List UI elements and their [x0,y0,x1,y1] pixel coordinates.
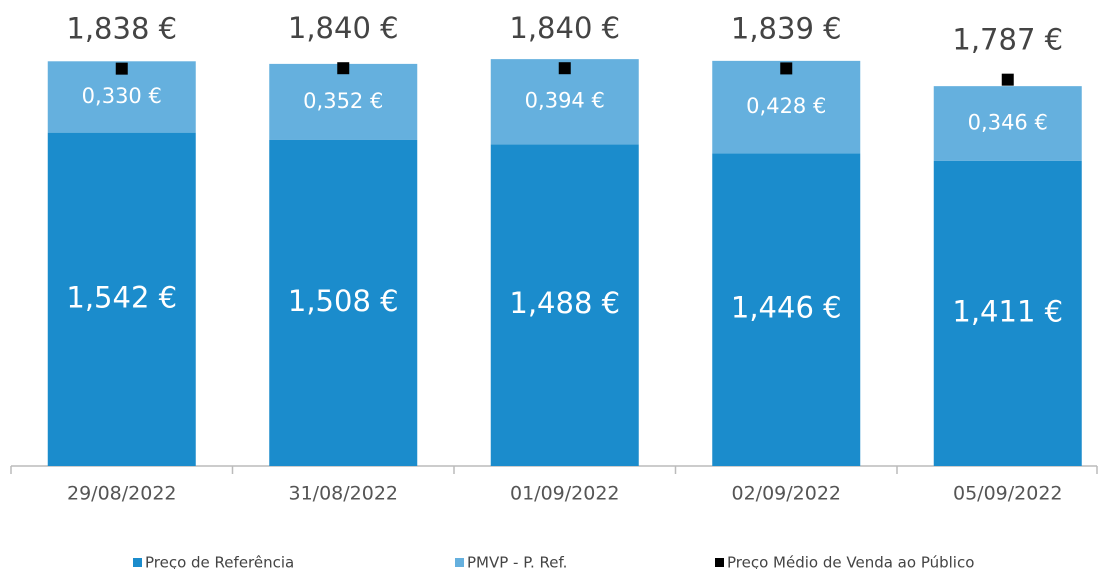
total-label: 1,787 € [952,23,1063,57]
bar-segment [269,139,418,467]
total-label: 1,838 € [66,12,177,46]
segment-label: 0,330 € [82,84,162,108]
x-tick-label: 29/08/2022 [67,483,177,505]
bar-segment [490,144,639,466]
segment-label: 0,352 € [303,89,383,113]
bar-segment [712,60,861,154]
total-label: 1,840 € [509,11,620,45]
marker [1001,73,1014,86]
legend-swatch [715,558,724,567]
bar-segment [933,86,1082,161]
segment-label: 0,346 € [968,111,1048,135]
segment-label: 0,428 € [746,94,826,118]
legend-label: Preço de Referência [145,554,294,569]
legend-label: Preço Médio de Venda ao Público [727,554,974,569]
marker [780,62,793,75]
x-tick-label: 02/09/2022 [731,483,841,505]
legend-swatch [455,558,464,567]
segment-label: 1,508 € [288,284,399,318]
x-tick-label: 01/09/2022 [510,483,620,505]
legend-swatch [133,558,142,567]
segment-label: 1,411 € [952,294,1063,328]
marker [115,62,128,75]
total-label: 1,839 € [731,11,842,45]
bar-segment [712,153,861,467]
x-tick-label: 05/09/2022 [953,483,1063,505]
bar-segment [47,132,196,467]
bar-segment [933,160,1082,466]
segment-label: 1,446 € [731,291,842,325]
segment-label: 1,488 € [509,286,620,320]
x-tick-label: 31/08/2022 [288,483,398,505]
marker [558,62,571,75]
marker [337,62,350,75]
segment-label: 0,394 € [525,89,605,113]
bar-segment [269,63,418,140]
segment-label: 1,542 € [66,280,177,314]
legend-label: PMVP - P. Ref. [467,554,567,569]
total-label: 1,840 € [288,11,399,45]
